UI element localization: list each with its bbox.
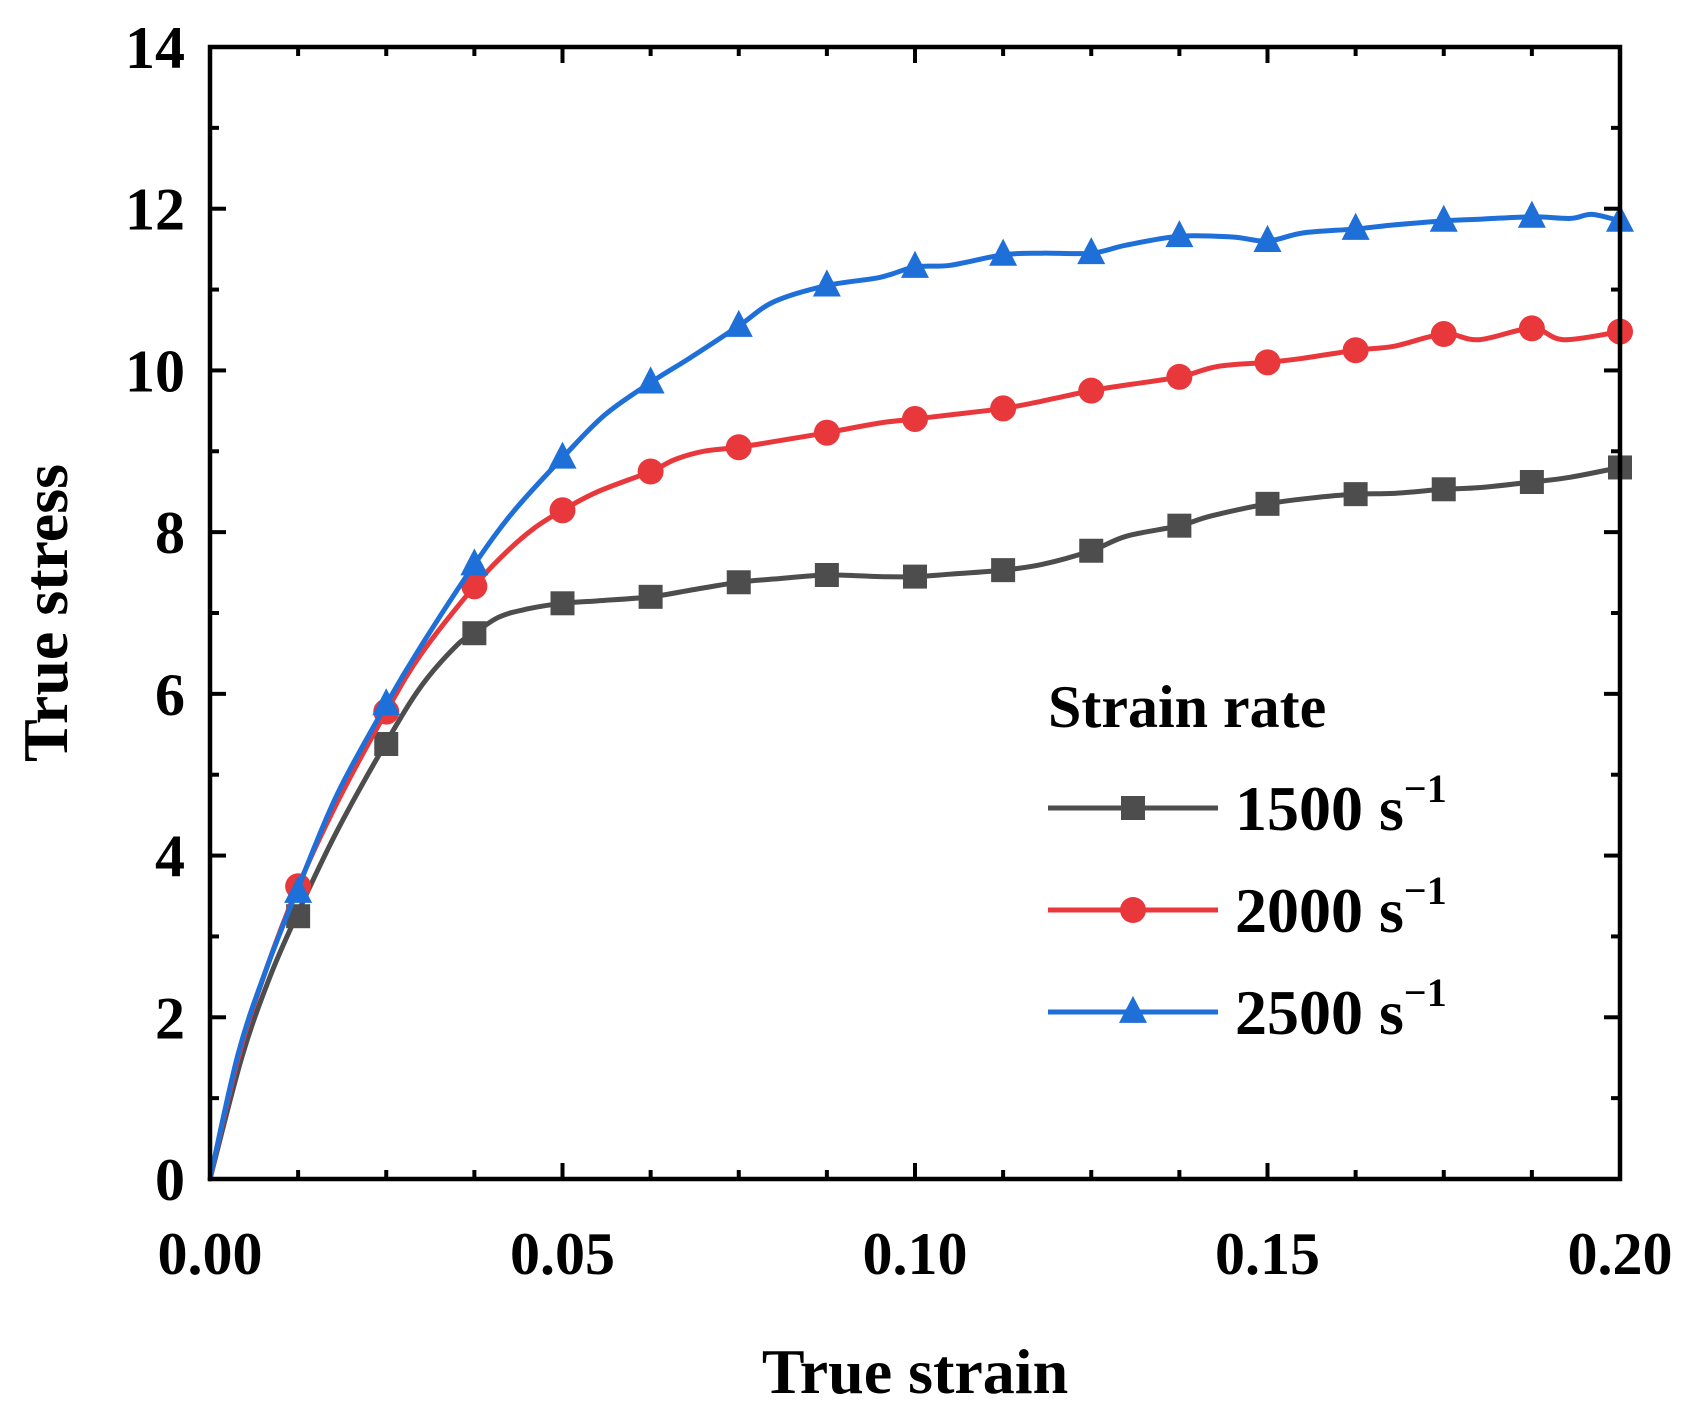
tick-labels-layer: 0.00 0.05 0.10 0.15 0.20 0 2 4 6 8 10 12 14 [125,15,1673,1287]
data-point-2000-3 [549,497,576,524]
x-tick-label: 0.10 [863,1221,968,1287]
x-tick-label: 0.00 [158,1221,263,1287]
series-2000 [207,315,1633,1182]
data-point-2000-8 [990,395,1017,422]
data-point-1500-5 [726,570,751,595]
y-tick-label: 8 [155,500,185,566]
data-point-2500-10 [1165,220,1194,248]
legend-title: Strain rate [1048,674,1326,740]
data-point-1500-14 [1519,470,1544,495]
data-point-2000-10 [1166,363,1193,390]
data-point-1500-7 [903,564,927,589]
data-point-2500-11 [1253,224,1282,252]
legend-marker-2500 [1119,995,1147,1023]
data-point-1500-2 [462,621,487,646]
series-line-2000 [207,325,1623,1182]
data-point-2500-6 [812,269,841,297]
data-point-2000-2 [461,573,488,600]
y-tick-label: 4 [155,824,185,890]
data-point-2000-4 [637,458,664,485]
ticks-layer [208,45,1622,1181]
data-point-2000-6 [813,419,840,446]
x-tick-label: 0.15 [1215,1221,1320,1287]
series-1500 [207,455,1632,1182]
y-tick-label: 10 [125,338,185,404]
legend-item-2000: 2000 s−1 [1048,868,1447,946]
data-point-1500-9 [1079,538,1104,563]
data-point-1500-6 [814,562,839,587]
data-point-2500-7 [901,250,929,278]
legend-item-2500: 2500 s−1 [1048,970,1447,1048]
legend-label-2500: 2500 s−1 [1235,970,1447,1048]
data-point-2500-5 [724,309,753,337]
data-point-2000-11 [1254,349,1281,376]
legend-label-2000: 2000 s−1 [1235,868,1447,946]
data-point-2000-9 [1078,377,1105,404]
data-point-1500-12 [1343,482,1368,507]
data-point-2500-8 [989,238,1018,266]
legend: Strain rate 1500 s−1 2000 s−1 2500 s−1 [1048,674,1447,1048]
y-axis-label: True stress [10,464,81,762]
series-layer [207,200,1634,1182]
legend-marker-1500 [1121,796,1145,820]
data-point-2500-3 [548,441,577,469]
series-line-2500 [207,211,1623,1182]
data-point-1500-3 [550,591,575,616]
data-point-2500-1 [372,688,401,716]
legend-marker-2000 [1120,897,1146,923]
data-point-2500-14 [1517,200,1546,228]
x-tick-label: 0.05 [510,1221,615,1287]
legend-label-1500: 1500 s−1 [1235,766,1447,844]
data-point-2000-13 [1430,321,1457,348]
data-point-2000-7 [902,405,928,432]
data-point-1500-10 [1167,513,1192,538]
x-tick-label: 0.20 [1568,1221,1673,1287]
series-2500 [207,200,1634,1182]
data-point-2500-9 [1077,237,1106,265]
data-point-1500-8 [991,558,1016,583]
y-tick-label: 14 [125,15,185,81]
data-point-1500-4 [638,584,663,609]
y-tick-label: 0 [155,1147,185,1213]
data-point-2500-12 [1341,212,1370,240]
data-point-1500-1 [374,731,399,756]
data-point-2500-0 [284,875,313,903]
y-tick-label: 12 [125,177,185,243]
data-point-1500-11 [1255,491,1280,516]
data-point-2000-12 [1342,337,1369,364]
data-point-2000-5 [725,434,752,461]
y-tick-label: 6 [155,662,185,728]
data-point-2500-4 [636,366,665,394]
data-point-2500-2 [460,548,489,576]
data-point-2500-13 [1429,204,1458,232]
data-point-1500-13 [1431,477,1456,502]
legend-items: 1500 s−1 2000 s−1 2500 s−1 [1048,766,1447,1048]
legend-item-1500: 1500 s−1 [1048,766,1447,844]
data-point-2000-14 [1518,315,1545,342]
y-tick-label: 2 [155,985,185,1051]
x-axis-label: True strain [762,1336,1068,1407]
